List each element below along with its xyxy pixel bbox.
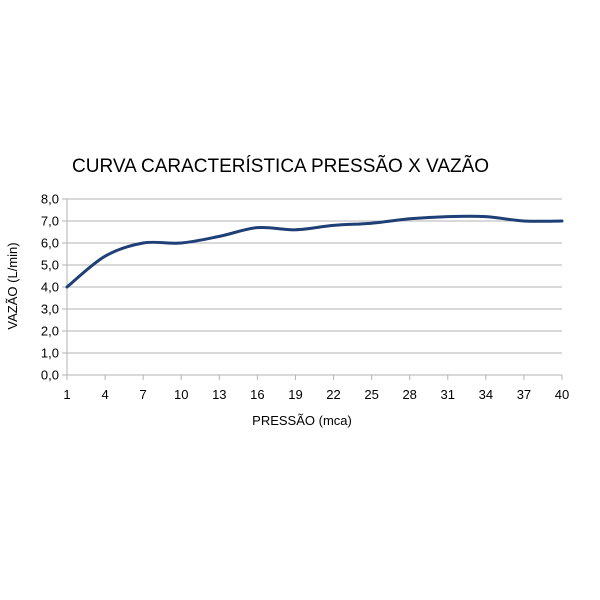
x-tick-label: 13 <box>212 387 226 402</box>
x-tick-label: 19 <box>288 387 302 402</box>
x-tick-label: 16 <box>250 387 264 402</box>
x-tick-label: 37 <box>517 387 531 402</box>
x-axis-label: PRESSÃO (mca) <box>252 413 352 428</box>
series-lines <box>65 214 564 289</box>
y-tick-label: 8,0 <box>41 192 59 207</box>
y-tick-label: 0,0 <box>41 368 59 383</box>
y-tick-labels: 0,0 1,0 2,0 3,0 4,0 5,0 6,0 7,0 8,0 <box>41 192 59 383</box>
grid-lines <box>67 198 562 354</box>
y-axis-label: VAZÃO (L/min) <box>5 242 20 329</box>
x-tick-label: 40 <box>555 387 569 402</box>
series-line <box>65 214 564 289</box>
x-tick-label: 1 <box>63 387 70 402</box>
x-tick-label: 4 <box>101 387 108 402</box>
x-tick-label: 22 <box>326 387 340 402</box>
y-tick-label: 7,0 <box>41 214 59 229</box>
x-tick-label: 31 <box>441 387 455 402</box>
x-tick-label: 34 <box>479 387 493 402</box>
x-tick-label: 25 <box>364 387 378 402</box>
y-tick-label: 2,0 <box>41 324 59 339</box>
axes <box>62 198 563 380</box>
chart-title: CURVA CARACTERÍSTICA PRESSÃO X VAZÃO <box>72 156 490 177</box>
y-tick-label: 5,0 <box>41 258 59 273</box>
y-tick-label: 4,0 <box>41 280 59 295</box>
y-tick-label: 3,0 <box>41 302 59 317</box>
y-tick-label: 1,0 <box>41 346 59 361</box>
y-tick-label: 6,0 <box>41 236 59 251</box>
x-tick-label: 7 <box>140 387 147 402</box>
x-tick-label: 28 <box>402 387 416 402</box>
x-tick-labels: 1 4 7 10 13 16 19 22 25 28 31 34 37 40 <box>63 387 569 402</box>
x-tick-label: 10 <box>174 387 188 402</box>
